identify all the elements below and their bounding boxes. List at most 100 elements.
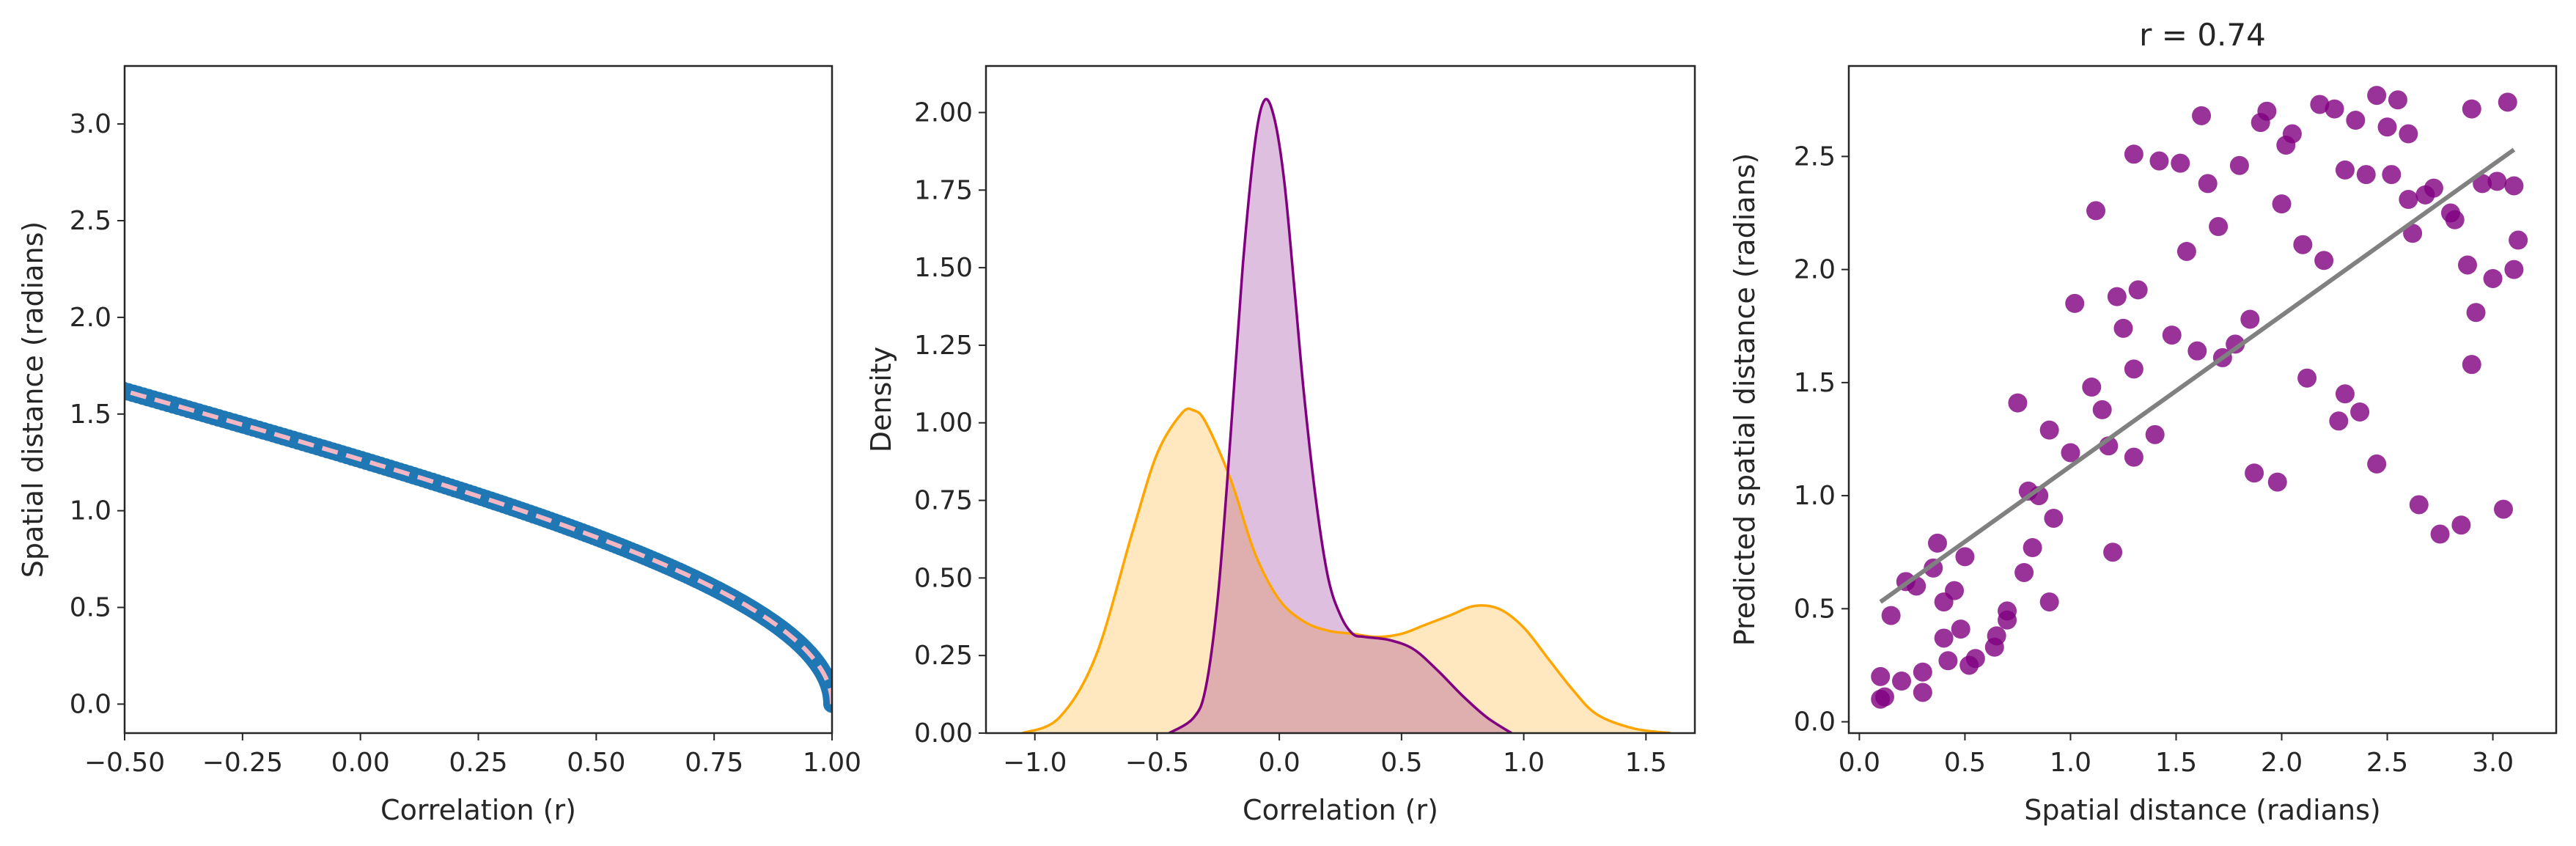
data-point bbox=[2171, 153, 2190, 173]
data-point bbox=[2509, 230, 2528, 250]
x-tick-label: 0.00 bbox=[331, 748, 390, 778]
data-point bbox=[0, 344, 2, 361]
data-point bbox=[2293, 235, 2313, 254]
y-tick-label: 1.00 bbox=[914, 408, 973, 438]
data-point bbox=[2226, 334, 2245, 354]
density-curve-2 bbox=[1169, 98, 1512, 733]
plot-area bbox=[0, 344, 832, 713]
data-point bbox=[0, 348, 17, 366]
x-tick-label: 0.5 bbox=[1380, 748, 1422, 778]
x-tick-label: 0.0 bbox=[1259, 748, 1300, 778]
y-tick-label: 1.75 bbox=[914, 175, 973, 205]
data-point bbox=[94, 376, 111, 394]
data-point bbox=[2445, 210, 2465, 229]
x-axis-label: Correlation (r) bbox=[1243, 794, 1438, 826]
data-point bbox=[59, 366, 76, 383]
y-tick-label: 0.75 bbox=[914, 486, 973, 516]
panel-2-density: −1.0 −0.5 0.0 0.5 1.0 1.5 0.00 0.25 0.50 0.75 1.00… bbox=[865, 65, 1696, 826]
data-point bbox=[2103, 542, 2123, 562]
data-point bbox=[2350, 402, 2370, 422]
plot-area bbox=[1871, 86, 2528, 709]
data-point bbox=[2082, 378, 2102, 397]
data-point bbox=[2229, 155, 2249, 175]
data-point bbox=[125, 381, 132, 400]
data-point bbox=[2335, 160, 2355, 180]
data-point bbox=[64, 367, 81, 385]
x-tick-label: 0.5 bbox=[1944, 748, 1986, 778]
data-point bbox=[2124, 447, 2143, 467]
data-point bbox=[0, 345, 7, 363]
plot-title: r = 0.74 bbox=[2139, 17, 2266, 53]
x-axis-label: Correlation (r) bbox=[380, 794, 576, 826]
data-point bbox=[2128, 280, 2148, 300]
data-point bbox=[99, 378, 117, 395]
y-tick-label: 1.25 bbox=[914, 331, 973, 361]
data-point bbox=[2272, 194, 2292, 214]
y-axis-label: Spatial distance (radians) bbox=[17, 221, 49, 578]
data-point bbox=[1945, 581, 1965, 600]
plot-frame bbox=[1847, 65, 2558, 735]
y-tick-label: 0.25 bbox=[914, 641, 973, 671]
data-point bbox=[2367, 86, 2387, 106]
data-point bbox=[2044, 508, 2064, 528]
data-point bbox=[2245, 463, 2264, 483]
density-area-2 bbox=[1169, 99, 1512, 733]
density-area-1 bbox=[1023, 408, 1671, 733]
data-point bbox=[2424, 178, 2443, 198]
data-point bbox=[2039, 592, 2059, 612]
data-point bbox=[1881, 606, 1901, 625]
data-point bbox=[2209, 217, 2229, 237]
data-point bbox=[2187, 341, 2207, 361]
data-point bbox=[2498, 92, 2517, 112]
x-tick-label: 1.0 bbox=[1503, 748, 1545, 778]
data-point bbox=[2240, 309, 2260, 329]
data-point bbox=[54, 364, 72, 382]
y-tick-label: 0.50 bbox=[914, 563, 973, 593]
data-point bbox=[2483, 268, 2503, 288]
data-point bbox=[2014, 562, 2034, 582]
data-point bbox=[2399, 190, 2418, 209]
data-point bbox=[2124, 144, 2143, 164]
data-point bbox=[1998, 610, 2017, 630]
data-point bbox=[2297, 368, 2317, 388]
y-tick-label: 2.00 bbox=[914, 98, 973, 128]
data-point bbox=[2493, 499, 2513, 519]
x-tick-label: −0.25 bbox=[202, 748, 283, 778]
data-point bbox=[2107, 287, 2127, 306]
fit-dashed-line bbox=[125, 389, 832, 705]
x-tick-label: −1.0 bbox=[1003, 748, 1067, 778]
x-tick-label: 1.00 bbox=[803, 748, 861, 778]
plot-frame bbox=[985, 65, 1696, 735]
data-point bbox=[2039, 420, 2059, 440]
data-point bbox=[2377, 117, 2397, 137]
data-point bbox=[2061, 443, 2080, 463]
y-tick-label: 0.0 bbox=[70, 689, 111, 719]
data-point bbox=[79, 372, 97, 389]
data-point bbox=[2451, 515, 2471, 535]
data-point bbox=[2487, 172, 2507, 191]
data-point bbox=[2113, 318, 2133, 338]
data-point bbox=[2329, 411, 2349, 431]
data-point bbox=[2198, 174, 2218, 194]
x-tick-label: 2.5 bbox=[2366, 748, 2408, 778]
data-point bbox=[1955, 547, 1975, 567]
panel-1-correlation-vs-distance: −0.50 −0.25 0.00 0.25 0.50 0.75 1.00 0.0 0.5 1.0 1… bbox=[0, 65, 861, 826]
data-point bbox=[2176, 241, 2196, 261]
data-point bbox=[2124, 359, 2143, 379]
data-point bbox=[2162, 325, 2182, 345]
data-point bbox=[2462, 355, 2481, 375]
data-point bbox=[2325, 99, 2344, 119]
data-point bbox=[1892, 672, 1912, 691]
y-tick-label: 1.5 bbox=[1794, 368, 1836, 398]
data-point bbox=[2504, 260, 2524, 279]
y-tick-label: 3.0 bbox=[70, 109, 111, 139]
plot-frame bbox=[123, 65, 833, 735]
data-point bbox=[1913, 683, 1932, 702]
data-point bbox=[2092, 400, 2112, 419]
data-point bbox=[1987, 626, 2006, 646]
data-point bbox=[2086, 201, 2106, 221]
x-tick-label: −0.5 bbox=[1125, 748, 1189, 778]
data-point bbox=[69, 369, 87, 386]
data-point bbox=[2409, 495, 2429, 515]
data-point bbox=[2430, 524, 2450, 544]
